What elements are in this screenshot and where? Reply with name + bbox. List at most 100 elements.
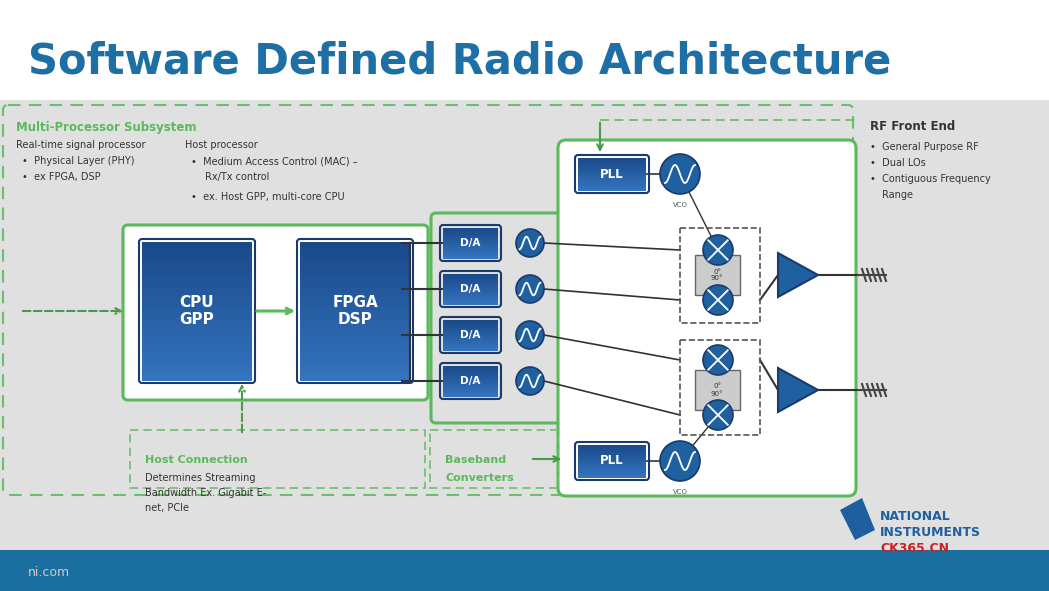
FancyBboxPatch shape [300,284,410,288]
FancyBboxPatch shape [443,292,498,294]
FancyBboxPatch shape [578,163,646,165]
FancyBboxPatch shape [443,385,498,387]
FancyBboxPatch shape [443,302,498,304]
FancyBboxPatch shape [443,391,498,392]
FancyBboxPatch shape [578,461,646,463]
FancyBboxPatch shape [578,446,646,447]
FancyBboxPatch shape [578,469,646,470]
FancyBboxPatch shape [300,357,410,362]
Text: •  Dual LOs: • Dual LOs [870,158,926,168]
FancyBboxPatch shape [300,375,410,381]
FancyBboxPatch shape [300,246,410,252]
FancyBboxPatch shape [443,372,498,374]
Text: D/A: D/A [461,238,480,248]
Text: Baseband: Baseband [445,455,506,465]
FancyBboxPatch shape [578,188,646,190]
FancyBboxPatch shape [578,173,646,174]
FancyBboxPatch shape [142,302,252,307]
Circle shape [516,229,544,257]
FancyBboxPatch shape [443,275,498,277]
Text: 0°
90°: 0° 90° [711,384,723,397]
FancyBboxPatch shape [443,239,498,241]
FancyBboxPatch shape [443,276,498,278]
FancyBboxPatch shape [443,250,498,252]
FancyBboxPatch shape [443,285,498,287]
FancyBboxPatch shape [443,329,498,330]
FancyBboxPatch shape [443,341,498,343]
Text: D/A: D/A [461,330,480,340]
Circle shape [660,154,700,194]
FancyBboxPatch shape [142,306,252,311]
FancyBboxPatch shape [443,231,498,232]
FancyBboxPatch shape [443,371,498,372]
FancyBboxPatch shape [443,369,498,371]
Polygon shape [778,253,818,297]
FancyBboxPatch shape [142,269,252,275]
FancyBboxPatch shape [142,343,252,348]
FancyBboxPatch shape [578,453,646,454]
FancyBboxPatch shape [443,247,498,248]
FancyBboxPatch shape [443,392,498,394]
Text: RF Front End: RF Front End [870,121,956,134]
FancyBboxPatch shape [443,249,498,251]
FancyBboxPatch shape [300,293,410,298]
FancyBboxPatch shape [443,388,498,389]
FancyBboxPatch shape [578,177,646,178]
FancyBboxPatch shape [142,366,252,371]
FancyBboxPatch shape [578,458,646,459]
FancyBboxPatch shape [443,395,498,397]
FancyBboxPatch shape [142,265,252,270]
Text: Multi-Processor Subsystem: Multi-Processor Subsystem [16,121,196,134]
FancyBboxPatch shape [443,334,498,336]
FancyBboxPatch shape [443,254,498,255]
FancyBboxPatch shape [443,237,498,239]
FancyBboxPatch shape [443,235,498,236]
FancyBboxPatch shape [578,158,646,160]
Text: Bandwidth Ex. Gigabit E-: Bandwidth Ex. Gigabit E- [145,488,266,498]
FancyBboxPatch shape [443,252,498,254]
FancyBboxPatch shape [443,383,498,385]
FancyBboxPatch shape [443,327,498,329]
FancyBboxPatch shape [142,362,252,366]
FancyBboxPatch shape [578,164,646,166]
FancyBboxPatch shape [443,376,498,378]
FancyBboxPatch shape [443,232,498,233]
FancyBboxPatch shape [443,291,498,293]
FancyBboxPatch shape [578,462,646,463]
Text: VCO: VCO [672,202,687,208]
FancyBboxPatch shape [443,330,498,332]
FancyBboxPatch shape [142,334,252,339]
FancyBboxPatch shape [142,261,252,265]
FancyBboxPatch shape [443,241,498,242]
FancyBboxPatch shape [0,0,1049,100]
FancyBboxPatch shape [443,286,498,287]
FancyBboxPatch shape [443,366,498,368]
Text: Converters: Converters [445,473,514,483]
FancyBboxPatch shape [300,362,410,366]
Text: Real-time signal processor: Real-time signal processor [16,140,146,150]
FancyBboxPatch shape [300,251,410,256]
FancyBboxPatch shape [443,349,498,350]
FancyBboxPatch shape [578,469,646,471]
FancyBboxPatch shape [443,384,498,385]
FancyBboxPatch shape [443,229,498,230]
FancyBboxPatch shape [142,329,252,335]
FancyBboxPatch shape [578,454,646,456]
FancyBboxPatch shape [578,176,646,178]
Circle shape [516,367,544,395]
FancyBboxPatch shape [443,297,498,298]
FancyBboxPatch shape [578,448,646,450]
FancyBboxPatch shape [443,295,498,297]
FancyBboxPatch shape [300,279,410,284]
FancyBboxPatch shape [443,347,498,349]
Text: Host Connection: Host Connection [145,455,248,465]
FancyBboxPatch shape [443,248,498,249]
FancyBboxPatch shape [578,187,646,189]
FancyBboxPatch shape [443,342,498,343]
FancyBboxPatch shape [443,339,498,340]
FancyBboxPatch shape [142,297,252,303]
FancyBboxPatch shape [443,253,498,255]
FancyBboxPatch shape [578,175,646,177]
FancyBboxPatch shape [578,167,646,168]
FancyBboxPatch shape [142,251,252,256]
